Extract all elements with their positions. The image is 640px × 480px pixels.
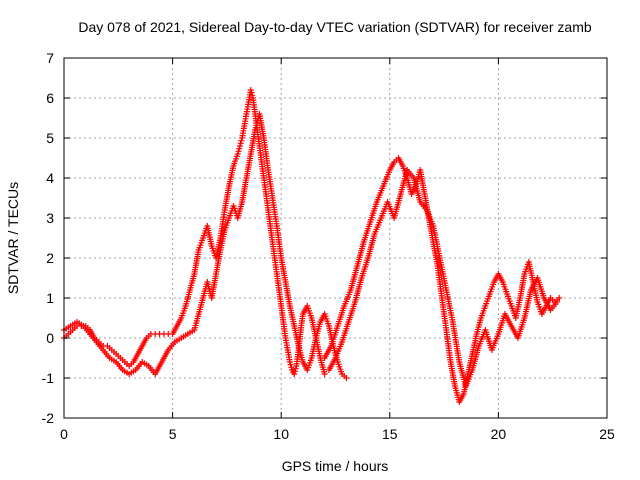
y-tick-label: 5 (46, 130, 54, 146)
x-axis-label: GPS time / hours (282, 458, 389, 474)
data-point-plus (321, 371, 328, 377)
grid-lines (64, 58, 607, 418)
data-point-plus (236, 143, 243, 149)
y-tick-label: 3 (46, 210, 54, 226)
data-point-plus (286, 359, 293, 365)
data-point-plus (291, 368, 298, 375)
x-tick-label: 10 (273, 426, 289, 442)
y-axis-label: SDTVAR / TECUs (5, 182, 21, 294)
data-point-plus (235, 148, 242, 155)
data-point-plus (234, 151, 241, 157)
data-point-plus (288, 364, 295, 371)
y-tick-label: 4 (46, 170, 54, 186)
x-tick-label: 0 (60, 426, 68, 442)
data-point-plus (287, 361, 294, 368)
x-tick-label: 5 (169, 426, 177, 442)
data-point-plus (238, 137, 245, 144)
data-point-plus (236, 145, 243, 152)
data-point-plus (292, 365, 299, 372)
y-tick-label: 0 (46, 330, 54, 346)
data-point-plus (556, 295, 563, 301)
data-point-plus (554, 299, 561, 305)
data-point-plus (343, 375, 350, 381)
x-tick-label: 20 (491, 426, 507, 442)
y-tick-label: 2 (46, 250, 54, 266)
y-tick-label: -1 (42, 370, 55, 386)
axis-ticks: 0 5 10 15 20 25 -2 -1 0 1 2 3 4 5 6 7 (42, 50, 615, 442)
data-point-plus (248, 89, 255, 96)
data-point-plus (237, 140, 244, 147)
y-tick-label: 6 (46, 90, 54, 106)
plot-frame (63, 57, 608, 419)
y-tick-label: 1 (46, 290, 54, 306)
chart-title: Day 078 of 2021, Sidereal Day-to-day VTE… (78, 19, 591, 35)
y-tick-label: 7 (46, 50, 54, 66)
data-point-plus (247, 87, 254, 93)
x-tick-label: 25 (599, 426, 615, 442)
data-point-plus (249, 92, 256, 99)
y-tick-label: -2 (42, 410, 55, 426)
x-tick-label: 15 (382, 426, 398, 442)
data-points (61, 87, 563, 405)
data-point-plus (291, 371, 298, 377)
